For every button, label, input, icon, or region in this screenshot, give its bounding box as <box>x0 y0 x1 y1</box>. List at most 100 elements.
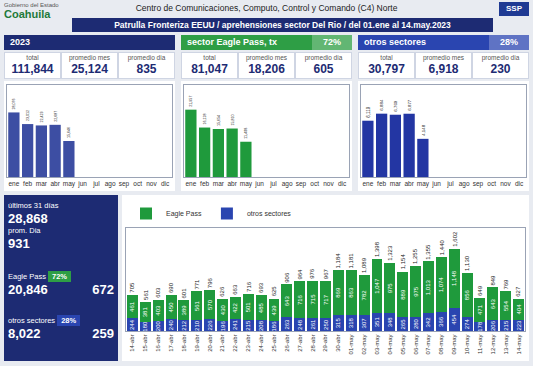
svg-text:11-may: 11-may <box>477 334 483 354</box>
svg-text:625: 625 <box>271 286 277 297</box>
svg-text:554: 554 <box>503 300 509 311</box>
svg-text:may: may <box>417 180 430 188</box>
svg-text:461: 461 <box>129 301 135 312</box>
svg-text:may: may <box>240 180 253 188</box>
svg-text:196: 196 <box>220 321 226 332</box>
svg-text:1,074: 1,074 <box>438 277 444 293</box>
svg-text:601: 601 <box>181 288 187 299</box>
svg-text:22,687: 22,687 <box>54 111 58 122</box>
svg-text:jun: jun <box>431 180 441 188</box>
svg-text:1,154: 1,154 <box>400 254 406 270</box>
svg-text:6,884: 6,884 <box>379 99 384 111</box>
svg-text:16-abr: 16-abr <box>155 334 161 351</box>
svg-text:12-may: 12-may <box>490 334 496 354</box>
svg-text:26-abr: 26-abr <box>284 334 290 351</box>
svg-text:01-may: 01-may <box>348 334 354 354</box>
svg-text:1,181: 1,181 <box>348 253 354 269</box>
svg-text:13-may: 13-may <box>503 334 509 354</box>
svg-text:381: 381 <box>142 307 148 318</box>
svg-text:14-may: 14-may <box>516 334 522 354</box>
svg-text:716: 716 <box>246 281 252 292</box>
svg-text:210: 210 <box>194 320 200 331</box>
svg-text:389: 389 <box>181 305 187 316</box>
svg-text:02-may: 02-may <box>361 334 367 354</box>
svg-text:28-abr: 28-abr <box>310 334 316 351</box>
svg-text:212: 212 <box>181 320 187 331</box>
svg-text:oct: oct <box>487 180 496 187</box>
svg-text:603: 603 <box>155 287 161 298</box>
svg-text:11,498: 11,498 <box>244 128 248 139</box>
svg-text:215: 215 <box>245 320 251 331</box>
svg-text:15-abr: 15-abr <box>142 334 148 351</box>
svg-text:sep: sep <box>296 180 307 188</box>
svg-text:570: 570 <box>207 299 213 310</box>
svg-text:1,089: 1,089 <box>361 257 367 273</box>
svg-text:05-may: 05-may <box>400 334 406 354</box>
svg-text:21-abr: 21-abr <box>219 334 225 351</box>
svg-text:dic: dic <box>515 180 524 187</box>
svg-text:ago: ago <box>459 180 470 188</box>
svg-text:1,013: 1,013 <box>425 279 431 295</box>
svg-text:15,810: 15,810 <box>231 114 235 125</box>
svg-text:769: 769 <box>503 279 509 290</box>
svg-text:705: 705 <box>129 282 135 293</box>
svg-text:dic: dic <box>161 180 170 187</box>
svg-text:1,148: 1,148 <box>451 270 457 286</box>
svg-text:ago: ago <box>105 180 116 188</box>
svg-text:889: 889 <box>400 289 406 300</box>
svg-text:feb: feb <box>23 180 32 187</box>
svg-text:nov: nov <box>323 180 334 187</box>
svg-text:690: 690 <box>168 282 174 293</box>
svg-text:215: 215 <box>503 320 509 331</box>
svg-text:796: 796 <box>207 277 213 288</box>
svg-text:ene: ene <box>8 180 19 187</box>
svg-text:21,957: 21,957 <box>189 96 193 107</box>
svg-text:241: 241 <box>232 319 238 330</box>
svg-text:jul: jul <box>92 180 100 188</box>
svg-text:663: 663 <box>232 284 238 295</box>
svg-text:07-may: 07-may <box>425 334 431 354</box>
svg-text:208: 208 <box>258 320 264 331</box>
svg-text:jul: jul <box>269 180 277 188</box>
svg-text:274: 274 <box>464 319 470 330</box>
svg-text:27-abr: 27-abr <box>297 334 303 351</box>
svg-text:180: 180 <box>142 321 148 332</box>
svg-text:Eagle Pass: Eagle Pass <box>166 210 202 218</box>
svg-text:23-abr: 23-abr <box>245 334 251 351</box>
svg-text:1,130: 1,130 <box>464 255 470 271</box>
svg-text:627: 627 <box>515 286 521 297</box>
svg-text:25-abr: 25-abr <box>271 334 277 351</box>
svg-text:oct: oct <box>133 180 142 187</box>
svg-text:dic: dic <box>338 180 347 187</box>
svg-text:342: 342 <box>425 317 431 328</box>
svg-text:20-abr: 20-abr <box>207 334 213 351</box>
svg-text:250: 250 <box>323 319 329 330</box>
svg-text:14-abr: 14-abr <box>129 334 135 351</box>
svg-text:10-may: 10-may <box>464 334 470 354</box>
svg-text:404: 404 <box>516 304 522 315</box>
svg-text:1,047: 1,047 <box>374 278 380 294</box>
svg-text:mar: mar <box>36 180 48 187</box>
svg-text:348: 348 <box>387 317 393 328</box>
svg-text:869: 869 <box>335 287 341 298</box>
svg-text:849: 849 <box>490 275 496 286</box>
svg-text:abr: abr <box>404 180 414 187</box>
svg-text:1,398: 1,398 <box>374 241 380 257</box>
svg-text:08-may: 08-may <box>438 334 444 354</box>
svg-text:248: 248 <box>297 319 303 330</box>
svg-text:15,646: 15,646 <box>67 127 71 138</box>
svg-text:561: 561 <box>143 289 149 300</box>
svg-text:22,423: 22,423 <box>40 111 44 122</box>
svg-text:771: 771 <box>194 279 200 290</box>
svg-text:315: 315 <box>335 318 341 329</box>
svg-text:ene: ene <box>362 180 373 187</box>
svg-text:1,323: 1,323 <box>387 245 393 261</box>
svg-text:22-abr: 22-abr <box>232 334 238 351</box>
svg-text:1,602: 1,602 <box>452 231 458 247</box>
svg-text:263: 263 <box>284 319 290 330</box>
svg-text:jul: jul <box>446 180 454 188</box>
svg-text:265: 265 <box>400 319 406 330</box>
svg-text:307: 307 <box>361 318 367 329</box>
svg-text:261: 261 <box>310 319 316 330</box>
svg-text:28,076: 28,076 <box>12 98 16 109</box>
